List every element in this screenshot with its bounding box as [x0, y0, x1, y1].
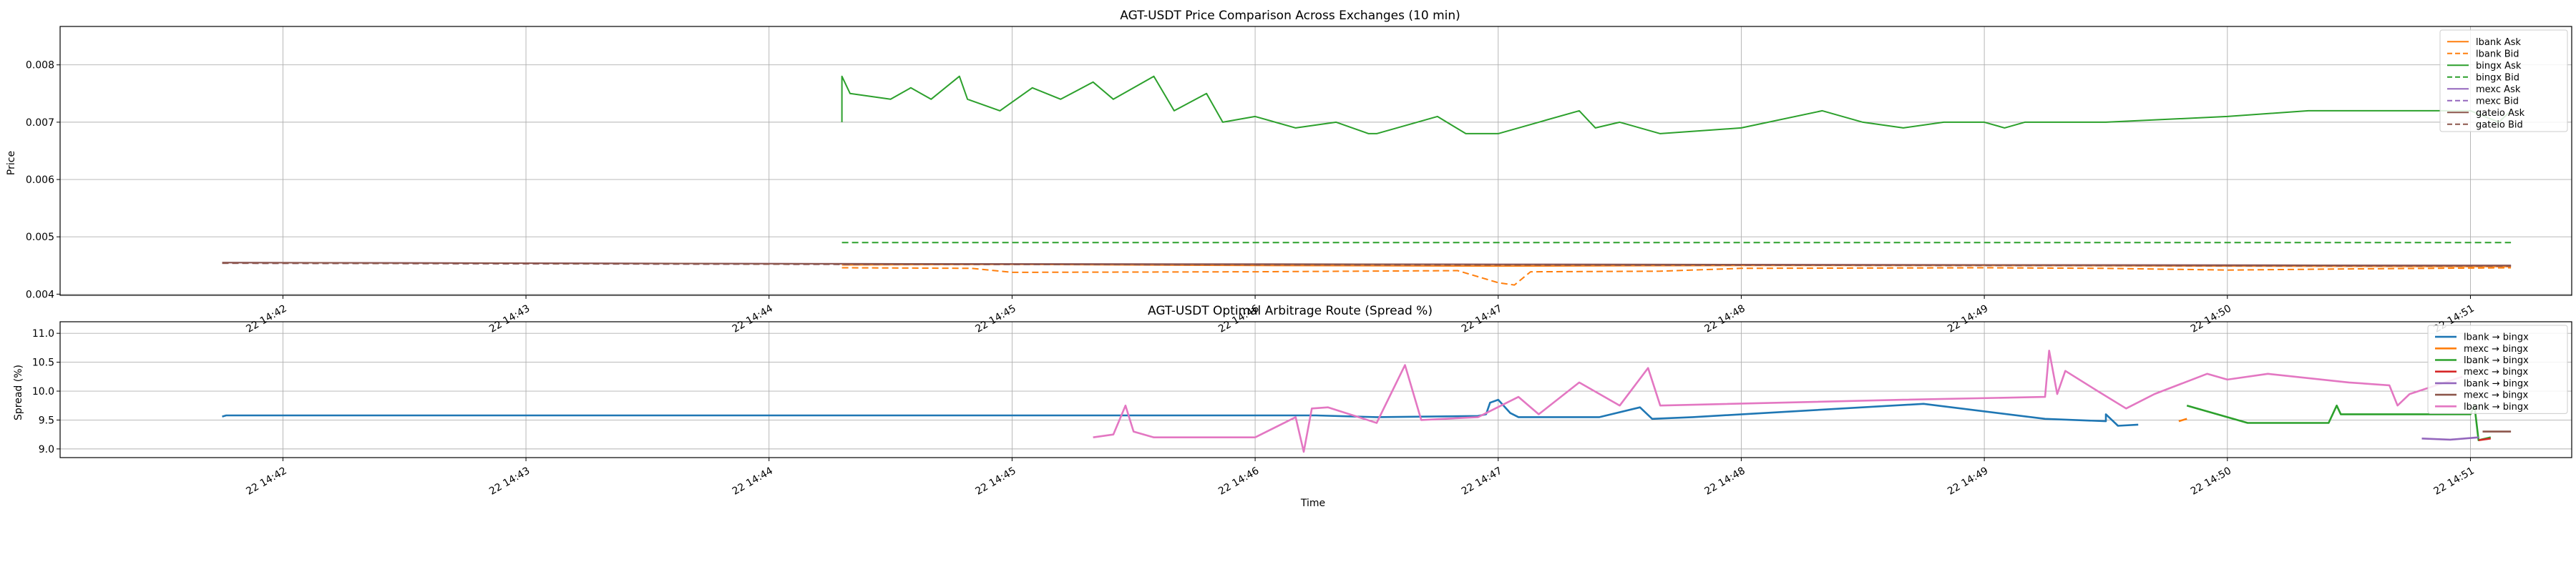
series-line-lbank-bingx [1093, 350, 2463, 453]
y-tick-label: 10.0 [32, 386, 54, 398]
series-line-gateio-bid [222, 262, 2512, 267]
price-y-axis-label: Price [6, 151, 17, 175]
y-tick-label: 0.004 [26, 289, 54, 300]
series-line-lbank-bingx [222, 398, 2139, 427]
legend-label: lbank → bingx [2464, 378, 2529, 389]
y-tick-label: 9.0 [39, 444, 54, 455]
legend-label: lbank → bingx [2464, 332, 2529, 343]
legend-label: mexc → bingx [2464, 367, 2529, 378]
spread-chart-title: AGT-USDT Optimal Arbitrage Route (Spread… [1148, 304, 1433, 318]
price-plot-frame [59, 26, 2572, 296]
legend-label: mexc Ask [2476, 84, 2521, 95]
legend-label: lbank → bingx [2464, 402, 2529, 413]
legend-label: gateio Bid [2476, 119, 2523, 130]
price-series-group [222, 75, 2512, 286]
legend-label: lbank Ask [2476, 37, 2521, 48]
y-tick-label: 0.008 [26, 60, 54, 72]
series-line-lbank-bingx [2186, 404, 2492, 442]
legend-label: gateio Ask [2476, 108, 2525, 119]
series-line-mexc-bingx [2478, 438, 2491, 441]
spread-y-ticks: 9.0 9.5 10.0 10.5 11.0 [32, 328, 60, 455]
y-tick-label: 11.0 [32, 328, 54, 340]
legend-label: bingx Ask [2476, 61, 2522, 72]
series-line-mexc-bingx [2178, 418, 2187, 423]
spread-y-axis-label: Spread (%) [13, 365, 24, 420]
y-tick-label: 10.5 [32, 358, 54, 369]
legend-label: lbank Bid [2476, 49, 2519, 59]
y-tick-label: 0.007 [26, 117, 54, 129]
time-axis-label: Time [1300, 498, 1325, 509]
legend-label: bingx Bid [2476, 72, 2519, 83]
legend-label: mexc → bingx [2464, 390, 2529, 401]
y-tick-label: 0.006 [26, 174, 54, 186]
legend-label: mexc → bingx [2464, 344, 2529, 355]
spread-series-group [222, 350, 2512, 453]
series-line-lbank-bingx [2421, 436, 2479, 441]
legend-box [2439, 29, 2568, 132]
series-line-bingx-ask [841, 75, 2512, 134]
series-line-lbank-bid [841, 267, 2512, 286]
price-chart-title: AGT-USDT Price Comparison Across Exchang… [1120, 9, 1460, 23]
legend-label: lbank → bingx [2464, 355, 2529, 366]
y-tick-label: 0.005 [26, 232, 54, 243]
y-tick-label: 9.5 [39, 415, 54, 426]
price-y-ticks: 0.004 0.005 0.006 0.007 0.008 [26, 60, 60, 300]
legend-box [2427, 325, 2568, 414]
legend-label: mexc Bid [2476, 96, 2519, 107]
spread-grid [60, 322, 2572, 458]
spread-plot-frame [59, 321, 2572, 458]
